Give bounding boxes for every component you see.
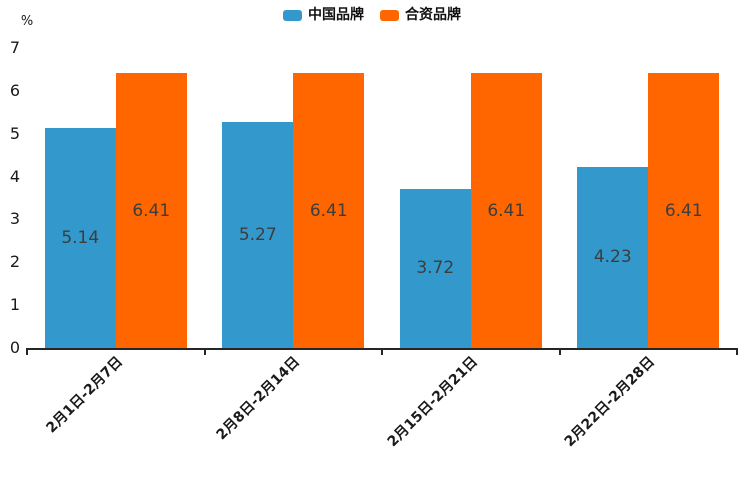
legend-item-joint-venture-brand: 合资品牌	[380, 6, 461, 24]
x-tick-label: 2月22日-2月28日	[561, 353, 659, 451]
x-tick-label: 2月8日-2月14日	[213, 353, 304, 444]
x-tick-label: 2月1日-2月7日	[43, 353, 126, 437]
x-axis-line	[26, 348, 738, 350]
y-tick-label: 5	[9, 123, 20, 143]
bar-value-label: 5.14	[61, 227, 100, 248]
y-tick-label: 4	[9, 166, 20, 186]
bar-中国品牌-2	[222, 122, 294, 348]
bar-合资品牌-2	[293, 73, 365, 348]
bar-中国品牌-3	[399, 188, 471, 348]
chart-legend: 中国品牌 合资品牌	[0, 6, 744, 24]
x-axis-tick	[381, 350, 383, 355]
x-axis-tick	[26, 350, 28, 355]
legend-label-china-brand: 中国品牌	[308, 7, 364, 23]
bar-合资品牌-4	[648, 73, 720, 348]
bar-value-label: 6.41	[664, 200, 703, 221]
legend-swatch-china-brand	[283, 9, 302, 21]
bar-合资品牌-1	[115, 73, 187, 348]
bar-value-label: 6.41	[309, 200, 348, 221]
y-tick-label: 2	[9, 252, 20, 272]
bar-value-label: 6.41	[487, 200, 526, 221]
bar-合资品牌-3	[470, 73, 542, 348]
x-axis-tick	[203, 350, 206, 355]
bar-中国品牌-1	[44, 127, 116, 348]
y-tick-label: 0	[9, 338, 20, 357]
legend-swatch-joint-venture-brand	[380, 9, 399, 21]
y-tick-label: 1	[9, 295, 20, 315]
x-axis-tick	[736, 350, 738, 355]
x-axis-tick	[558, 350, 561, 355]
bar-value-label: 3.72	[416, 258, 455, 279]
bar-value-label: 4.23	[593, 247, 632, 268]
bar-value-label: 5.27	[238, 225, 277, 246]
y-axis-unit-label: %	[20, 14, 34, 29]
y-tick-label: 7	[9, 38, 20, 57]
y-tick-label: 3	[9, 209, 20, 229]
x-tick-label: 2月15日-2月21日	[384, 353, 481, 451]
y-tick-label: 6	[9, 80, 20, 100]
legend-label-joint-venture-brand: 合资品牌	[405, 7, 461, 23]
bar-value-label: 6.41	[132, 200, 171, 221]
bar-中国品牌-4	[577, 166, 649, 348]
legend-item-china-brand: 中国品牌	[283, 6, 364, 24]
